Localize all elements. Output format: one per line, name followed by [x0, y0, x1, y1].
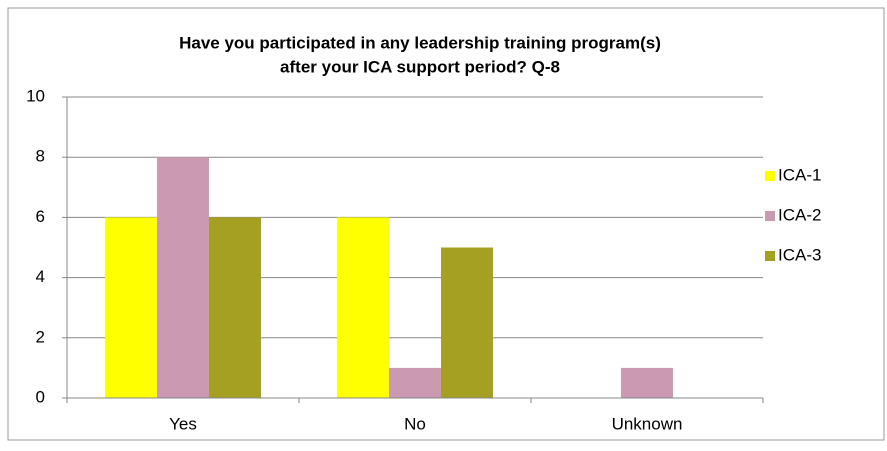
legend-swatch: [765, 251, 775, 261]
legend-swatch: [765, 171, 775, 181]
y-tick-label: 2: [36, 327, 45, 346]
bar: [105, 217, 157, 398]
bar: [209, 217, 261, 398]
legend-label: ICA-3: [778, 245, 821, 264]
legend-label: ICA-1: [778, 165, 821, 184]
bar: [337, 217, 389, 398]
legend-label: ICA-2: [778, 205, 821, 224]
x-tick-label: Unknown: [612, 414, 683, 433]
y-tick-label: 8: [36, 147, 45, 166]
legend-swatch: [765, 211, 775, 221]
x-tick-label: Yes: [169, 414, 197, 433]
bar: [389, 367, 441, 398]
x-tick-label: No: [404, 414, 426, 433]
chart-title: after your ICA support period? Q-8: [280, 57, 560, 76]
y-tick-label: 0: [36, 387, 45, 406]
chart-title: Have you participated in any leadership …: [179, 33, 661, 52]
y-tick-label: 4: [36, 267, 45, 286]
bar: [441, 247, 493, 398]
bar: [157, 157, 209, 398]
bar: [621, 367, 673, 398]
y-tick-label: 10: [26, 86, 45, 105]
y-tick-label: 6: [36, 207, 45, 226]
